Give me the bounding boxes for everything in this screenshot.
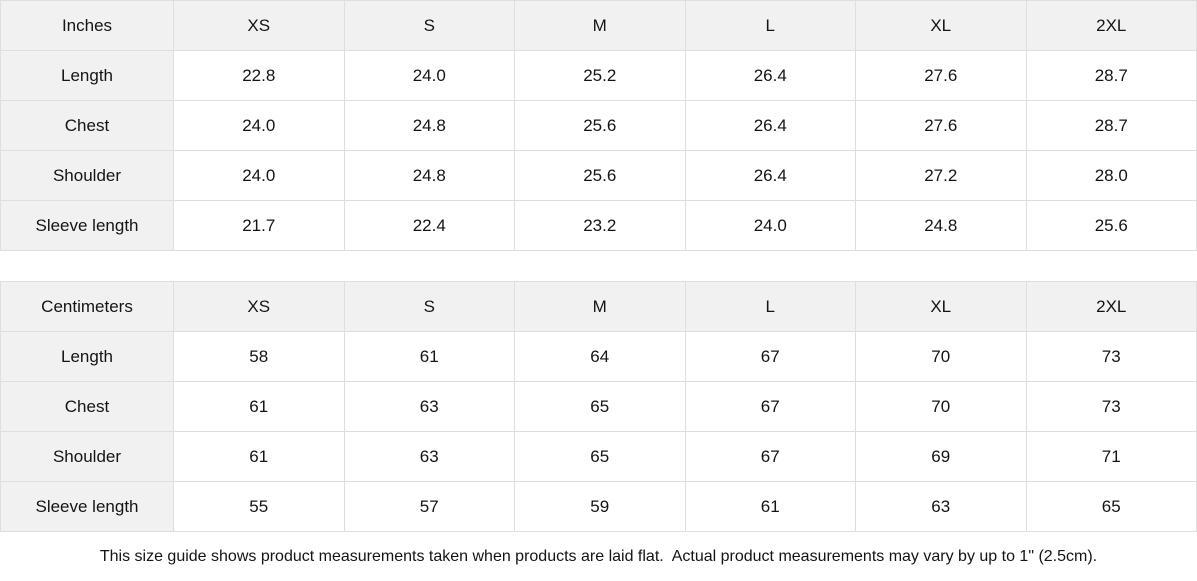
measurement-row: Sleeve length 21.7 22.4 23.2 24.0 24.8 25.6	[0, 200, 1197, 251]
table-gap	[0, 251, 1197, 281]
size-header-cell: XS	[173, 281, 345, 332]
measurement-value-cell: 67	[684, 331, 856, 382]
size-header-cell: XL	[855, 281, 1027, 332]
size-guide-disclaimer: This size guide shows product measuremen…	[99, 547, 1098, 565]
measurement-row: Chest 24.0 24.8 25.6 26.4 27.6 28.7	[0, 100, 1197, 151]
measurement-value-cell: 25.6	[514, 150, 686, 201]
inches-size-table: Inches XS S M L XL 2XL Length 22.8 24.0 25.2 26.4 27…	[0, 0, 1197, 251]
measurement-value-cell: 63	[343, 381, 515, 432]
measurement-row: Shoulder 24.0 24.8 25.6 26.4 27.2 28.0	[0, 150, 1197, 201]
measurement-value-cell: 24.8	[343, 100, 515, 151]
size-table-header-row: Centimeters XS S M L XL 2XL	[0, 281, 1197, 332]
measurement-value-cell: 61	[173, 431, 345, 482]
size-header-cell: 2XL	[1025, 281, 1197, 332]
unit-header-cell: Centimeters	[0, 281, 174, 332]
size-header-cell: XL	[855, 0, 1027, 51]
measurement-value-cell: 25.2	[514, 50, 686, 101]
measurement-value-cell: 69	[855, 431, 1027, 482]
size-header-cell: 2XL	[1025, 0, 1197, 51]
measurement-value-cell: 28.7	[1025, 100, 1197, 151]
measurement-value-cell: 63	[343, 431, 515, 482]
measurement-row: Chest 61 63 65 67 70 73	[0, 381, 1197, 432]
measurement-value-cell: 23.2	[514, 200, 686, 251]
measurement-value-cell: 70	[855, 381, 1027, 432]
measurement-value-cell: 55	[173, 481, 345, 532]
size-header-cell: L	[684, 0, 856, 51]
measurement-value-cell: 67	[684, 431, 856, 482]
measurement-label-cell: Shoulder	[0, 431, 174, 482]
measurement-value-cell: 24.8	[855, 200, 1027, 251]
size-table-header-row: Inches XS S M L XL 2XL	[0, 0, 1197, 51]
measurement-value-cell: 22.4	[343, 200, 515, 251]
measurement-value-cell: 25.6	[514, 100, 686, 151]
measurement-label-cell: Sleeve length	[0, 200, 174, 251]
measurement-value-cell: 24.0	[684, 200, 856, 251]
measurement-row: Length 22.8 24.0 25.2 26.4 27.6 28.7	[0, 50, 1197, 101]
measurement-value-cell: 61	[173, 381, 345, 432]
measurement-value-cell: 61	[343, 331, 515, 382]
measurement-value-cell: 73	[1025, 331, 1197, 382]
size-header-cell: S	[343, 281, 515, 332]
measurement-value-cell: 28.0	[1025, 150, 1197, 201]
measurement-value-cell: 28.7	[1025, 50, 1197, 101]
measurement-value-cell: 24.0	[173, 100, 345, 151]
measurement-value-cell: 27.6	[855, 50, 1027, 101]
measurement-value-cell: 71	[1025, 431, 1197, 482]
measurement-value-cell: 22.8	[173, 50, 345, 101]
size-header-cell: M	[514, 0, 686, 51]
size-header-cell: XS	[173, 0, 345, 51]
centimeters-size-table: Centimeters XS S M L XL 2XL Length 58 61 64 67 70 73 C…	[0, 281, 1197, 532]
measurement-value-cell: 63	[855, 481, 1027, 532]
measurement-row: Length 58 61 64 67 70 73	[0, 331, 1197, 382]
measurement-value-cell: 67	[684, 381, 856, 432]
measurement-label-cell: Sleeve length	[0, 481, 174, 532]
measurement-value-cell: 24.8	[343, 150, 515, 201]
measurement-value-cell: 57	[343, 481, 515, 532]
measurement-value-cell: 58	[173, 331, 345, 382]
measurement-value-cell: 24.0	[343, 50, 515, 101]
measurement-value-cell: 73	[1025, 381, 1197, 432]
measurement-label-cell: Chest	[0, 100, 174, 151]
measurement-value-cell: 25.6	[1025, 200, 1197, 251]
size-header-cell: M	[514, 281, 686, 332]
measurement-value-cell: 70	[855, 331, 1027, 382]
measurement-value-cell: 65	[514, 381, 686, 432]
measurement-label-cell: Length	[0, 331, 174, 382]
measurement-value-cell: 26.4	[684, 100, 856, 151]
measurement-value-cell: 27.2	[855, 150, 1027, 201]
unit-header-cell: Inches	[0, 0, 174, 51]
measurement-value-cell: 21.7	[173, 200, 345, 251]
measurement-value-cell: 64	[514, 331, 686, 382]
measurement-value-cell: 26.4	[684, 150, 856, 201]
measurement-label-cell: Length	[0, 50, 174, 101]
measurement-value-cell: 26.4	[684, 50, 856, 101]
measurement-value-cell: 59	[514, 481, 686, 532]
measurement-row: Shoulder 61 63 65 67 69 71	[0, 431, 1197, 482]
measurement-value-cell: 24.0	[173, 150, 345, 201]
measurement-row: Sleeve length 55 57 59 61 63 65	[0, 481, 1197, 532]
measurement-value-cell: 65	[514, 431, 686, 482]
measurement-value-cell: 27.6	[855, 100, 1027, 151]
measurement-label-cell: Chest	[0, 381, 174, 432]
measurement-value-cell: 65	[1025, 481, 1197, 532]
measurement-value-cell: 61	[684, 481, 856, 532]
size-header-cell: L	[684, 281, 856, 332]
size-header-cell: S	[343, 0, 515, 51]
measurement-label-cell: Shoulder	[0, 150, 174, 201]
